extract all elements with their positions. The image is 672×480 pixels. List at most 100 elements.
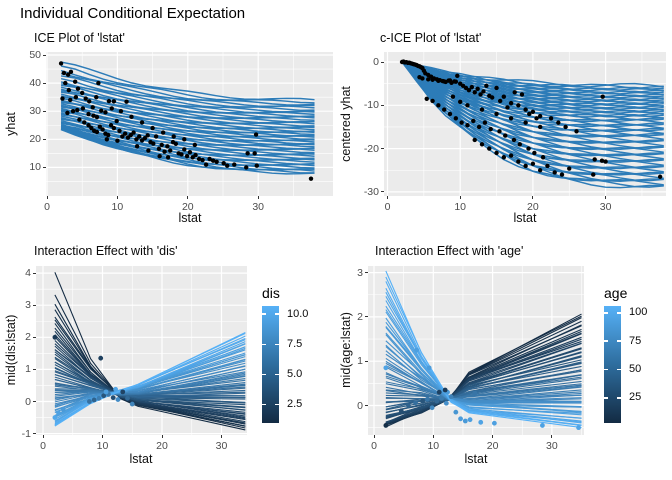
x-tick-mark (551, 435, 553, 438)
y-tick-mark (365, 316, 368, 318)
y-tick-label: 0 (25, 395, 31, 408)
y-tick-label: 20 (29, 133, 41, 146)
legend-tick-label: 7.5 (287, 337, 303, 350)
panel-title-ice: ICE Plot of 'lstat' (34, 31, 125, 45)
x-tick-label: 0 (384, 201, 391, 213)
legend-dis-colorbar: 10.0 7.5 5.0 2.5 (262, 306, 308, 423)
y-tick-mark (381, 191, 384, 193)
y-tick-label: 4 (25, 267, 31, 280)
x-axis-title-ice: lstat (178, 211, 202, 225)
x-tick-mark (373, 435, 375, 438)
y-tick-label: 2 (25, 331, 31, 344)
x-tick-label: 0 (371, 440, 377, 452)
x-tick-label: 30 (546, 440, 558, 452)
legend-tick-label: 100 (629, 306, 648, 319)
legend-tick-mark (275, 343, 279, 346)
legend-dis-title: dis (262, 285, 280, 301)
x-tick-label: 20 (486, 440, 499, 452)
y-tick-mark (381, 148, 384, 150)
x-tick-label: 10 (96, 440, 109, 452)
legend-age-title: age (604, 285, 628, 301)
x-tick-mark (116, 196, 118, 199)
x-tick-label: 20 (527, 201, 539, 213)
legend-tick-mark (604, 340, 608, 342)
plot-area-dis (36, 266, 247, 435)
legend-tick-mark (604, 312, 608, 314)
legend-age: age 100 75 50 25 (604, 285, 647, 423)
plot-area-ice (46, 52, 333, 196)
y-tick-label: 40 (29, 77, 41, 90)
x-tick-label: 30 (215, 440, 228, 452)
y-tick-mark (33, 336, 36, 338)
y-tick-label: -30 (363, 185, 379, 198)
x-tick-mark (432, 435, 434, 438)
legend-age-colorbar: 100 75 50 25 (604, 306, 647, 423)
x-tick-mark (221, 435, 222, 438)
legend-tick-mark (617, 340, 621, 342)
y-tick-mark (33, 401, 36, 402)
y-tick-mark (381, 61, 384, 63)
x-tick-mark (257, 196, 259, 199)
y-tick-label: 2 (357, 310, 363, 323)
x-tick-mark (102, 435, 103, 438)
y-tick-label: 1 (25, 363, 31, 376)
legend-tick-label: 2.5 (287, 398, 303, 411)
x-tick-label: 10 (427, 440, 440, 452)
x-tick-mark (459, 196, 461, 199)
y-tick-label: 3 (25, 299, 31, 312)
y-tick-label: 0 (357, 399, 363, 412)
plot-area-age (368, 266, 584, 435)
legend-tick-label: 10.0 (287, 307, 309, 320)
x-tick-mark (187, 196, 189, 199)
x-tick-label: 20 (156, 440, 168, 452)
legend-tick-mark (275, 403, 279, 406)
x-tick-mark (46, 196, 48, 199)
y-tick-label: 10 (29, 161, 41, 174)
panel-title-dis: Interaction Effect with 'dis' (34, 244, 178, 258)
legend-tick-mark (275, 373, 279, 376)
legend-tick-mark (604, 397, 608, 399)
y-tick-label: -20 (363, 142, 379, 155)
y-tick-mark (43, 54, 46, 56)
legend-tick-mark (617, 397, 621, 399)
legend-tick-mark (604, 368, 608, 371)
x-tick-label: 20 (181, 201, 194, 213)
x-tick-label: 30 (599, 201, 612, 213)
y-tick-label: 0 (373, 56, 379, 68)
legend-tick-mark (262, 343, 266, 346)
y-axis-title-age: mid(age:lstat) (339, 312, 353, 388)
x-tick-label: 0 (44, 201, 50, 213)
legend-tick-label: 50 (629, 363, 642, 376)
legend-tick-label: 5.0 (287, 367, 303, 380)
y-tick-mark (33, 368, 36, 370)
x-tick-mark (161, 435, 163, 438)
legend-tick-mark (617, 368, 621, 371)
y-tick-mark (365, 405, 368, 406)
y-tick-label: -1 (21, 427, 31, 440)
y-tick-mark (365, 360, 368, 362)
x-axis-title-dis: lstat (129, 452, 153, 466)
y-tick-mark (381, 104, 384, 106)
legend-tick-mark (262, 313, 266, 315)
legend-tick-mark (275, 313, 279, 315)
x-tick-mark (387, 196, 388, 199)
y-tick-mark (33, 272, 36, 274)
x-tick-label: 10 (111, 201, 124, 213)
legend-tick-label: 25 (629, 391, 642, 404)
x-tick-mark (42, 435, 44, 438)
y-tick-mark (43, 82, 46, 84)
y-tick-mark (365, 272, 368, 274)
plot-area-cice (384, 52, 666, 196)
legend-tick-mark (262, 403, 266, 406)
x-tick-label: 10 (454, 201, 467, 213)
legend-dis: dis 10.0 7.5 5.0 2.5 (262, 285, 308, 423)
x-tick-mark (605, 196, 607, 199)
x-tick-mark (492, 435, 494, 438)
y-tick-label: -10 (363, 99, 379, 112)
panel-title-cice: c-ICE Plot of 'lstat' (380, 31, 482, 45)
y-tick-label: 30 (29, 105, 41, 118)
y-tick-label: 3 (357, 266, 363, 279)
x-axis-title-cice: lstat (513, 211, 537, 225)
legend-tick-mark (617, 312, 621, 314)
